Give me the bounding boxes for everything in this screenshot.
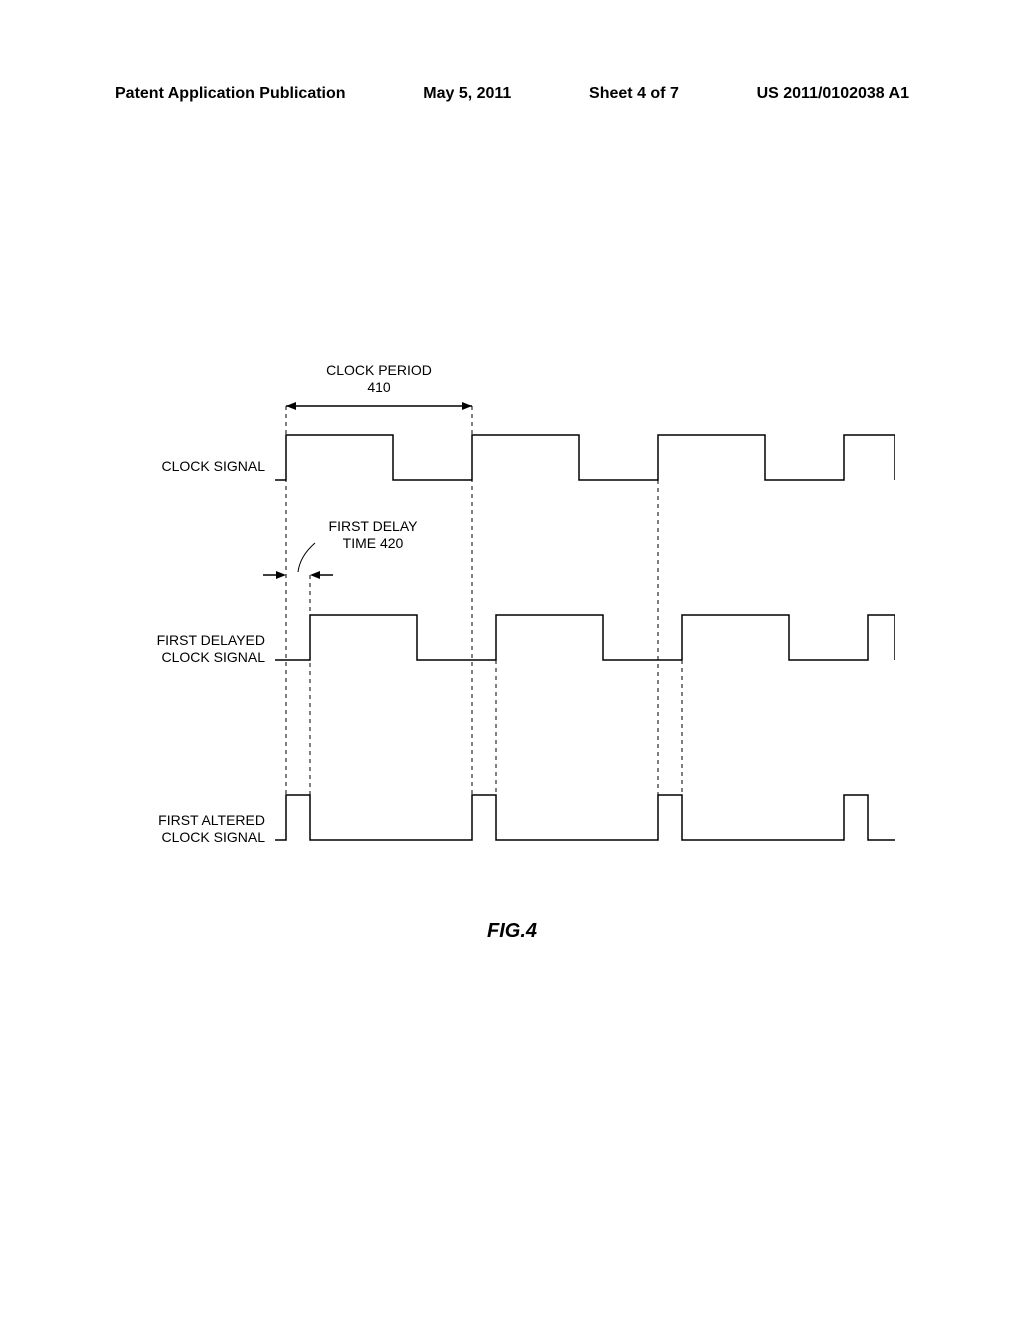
timing-diagram: CLOCK PERIOD 410 FIRST DELAY TIME 420 CL…	[135, 370, 895, 940]
sheet-label: Sheet 4 of 7	[589, 85, 679, 103]
date-label: May 5, 2011	[423, 85, 511, 103]
page-header: Patent Application Publication May 5, 20…	[0, 85, 1024, 103]
timing-waveforms	[135, 370, 895, 940]
figure-caption: FIG.4	[0, 920, 1024, 943]
publication-label: Patent Application Publication	[115, 85, 346, 103]
docnum-label: US 2011/0102038 A1	[757, 85, 909, 103]
